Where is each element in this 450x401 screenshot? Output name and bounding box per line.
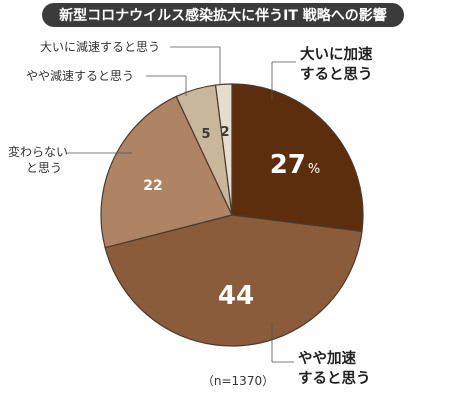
pie-slice-2 bbox=[104, 214, 363, 347]
slice-category-label-2: やや加速 すると思う bbox=[298, 349, 371, 387]
slice-value-label-1: 27% bbox=[270, 150, 321, 180]
pie-slice-3 bbox=[100, 95, 233, 249]
slice-value-label-3: 22 bbox=[143, 178, 162, 194]
chart-title: 新型コロナウイルス感染拡大に伴うIT 戦略への影響 bbox=[59, 7, 387, 24]
slice-value-label-5: 2 bbox=[220, 125, 229, 140]
slice-category-label-4: やや減速すると思う bbox=[26, 68, 134, 83]
slice-category-label-1: 大いに加速 すると思う bbox=[300, 45, 378, 83]
pie-slices bbox=[100, 83, 364, 347]
slice-value-label-2: 44 bbox=[218, 281, 254, 311]
slice-category-label-5: 大いに減速すると思う bbox=[40, 39, 160, 54]
slice-value-label-4: 5 bbox=[201, 127, 210, 142]
pie-slice-1 bbox=[231, 83, 364, 233]
slice-category-label-3: 変わらない と思う bbox=[8, 144, 72, 175]
sample-size-note: （n=1370） bbox=[202, 374, 274, 388]
pie-slice-5 bbox=[214, 83, 233, 216]
title-banner bbox=[42, 3, 404, 27]
